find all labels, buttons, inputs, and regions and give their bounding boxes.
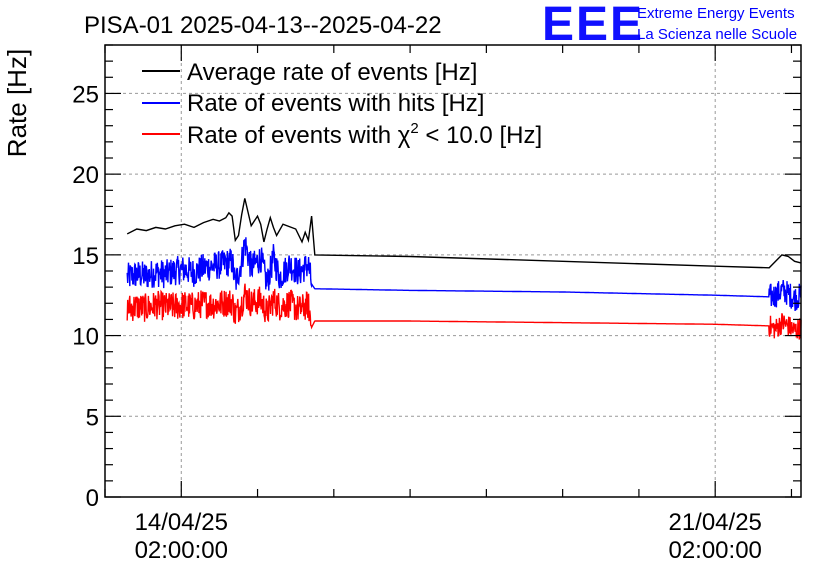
- x-tick-label-time: 02:00:00: [135, 537, 228, 564]
- y-tick-label: 20: [72, 162, 99, 189]
- logo-line-1: Extreme Energy Events: [637, 5, 795, 22]
- y-tick-label: 5: [86, 404, 99, 431]
- series-line-2: [126, 283, 802, 340]
- legend-chi2-suffix: < 10.0 [Hz]: [419, 122, 542, 149]
- eee-logo: EEE Extreme Energy Events La Scienza nel…: [542, 0, 797, 51]
- plot-series: [126, 198, 802, 340]
- y-tick-label: 0: [86, 485, 99, 512]
- y-tick-label: 15: [72, 243, 99, 270]
- logo-line-2: La Scienza nelle Scuole: [637, 26, 797, 43]
- chart-title: PISA-01 2025-04-13--2025-04-22: [84, 12, 442, 39]
- logo-mark: EEE: [542, 0, 644, 51]
- y-tick-label: 10: [72, 324, 99, 351]
- legend-chi2-sup: 2: [410, 120, 418, 137]
- y-tick-label: 25: [72, 81, 99, 108]
- series-line-1: [126, 237, 802, 312]
- x-tick-label-time: 02:00:00: [668, 537, 761, 564]
- legend-label-chi2: Rate of events with χ2 < 10.0 [Hz]: [187, 120, 542, 149]
- axes: 051015202514/04/2502:00:0021/04/2502:00:…: [72, 44, 802, 564]
- legend-chi2-prefix: Rate of events with χ: [187, 122, 411, 149]
- legend-label-hits: Rate of events with hits [Hz]: [187, 90, 484, 117]
- x-tick-label-date: 14/04/25: [135, 509, 228, 536]
- series-line-0: [126, 198, 802, 269]
- x-tick-label-date: 21/04/25: [668, 509, 761, 536]
- legend-label-average: Average rate of events [Hz]: [187, 59, 477, 86]
- legend: Average rate of events [Hz] Rate of even…: [142, 59, 542, 149]
- y-axis-label: Rate [Hz]: [2, 49, 32, 157]
